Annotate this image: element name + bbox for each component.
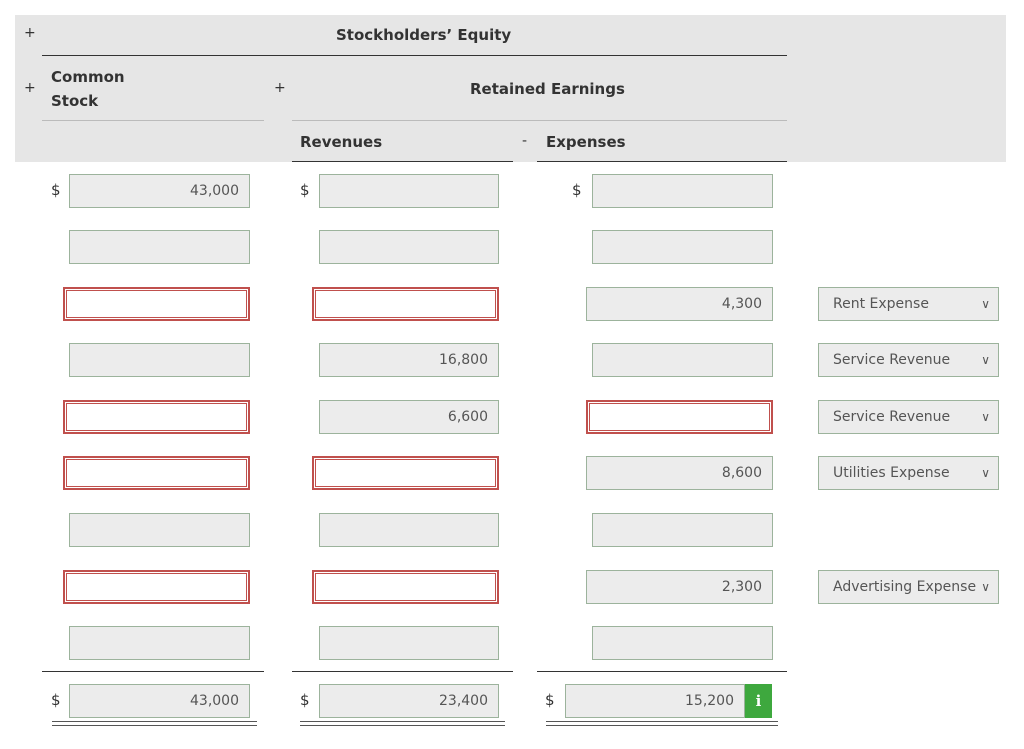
divider — [42, 120, 264, 121]
divider — [292, 161, 513, 162]
chevron-down-icon: ∨ — [981, 580, 990, 594]
divider — [292, 120, 787, 121]
divider — [42, 55, 787, 56]
dollar-sign: $ — [51, 181, 61, 199]
revenues-total: 23,400 — [319, 684, 499, 718]
expenses-field[interactable] — [592, 626, 773, 660]
total-rule — [42, 671, 264, 672]
common-stock-field[interactable] — [69, 230, 250, 264]
dollar-sign: $ — [51, 691, 61, 709]
common-stock-heading-line2: Stock — [51, 92, 99, 110]
common-stock-field[interactable] — [69, 343, 250, 377]
expenses-field[interactable]: 8,600 — [586, 456, 773, 490]
dollar-sign: $ — [545, 691, 555, 709]
chevron-down-icon: ∨ — [981, 466, 990, 480]
expenses-field[interactable]: 2,300 — [586, 570, 773, 604]
plus-sign: + — [24, 25, 36, 41]
revenues-field[interactable]: 6,600 — [319, 400, 499, 434]
dollar-sign: $ — [300, 691, 310, 709]
revenues-field[interactable] — [319, 174, 499, 208]
chevron-down-icon: ∨ — [981, 297, 990, 311]
dollar-sign: $ — [572, 181, 582, 199]
revenues-field[interactable] — [312, 287, 499, 321]
retained-earnings-heading: Retained Earnings — [470, 80, 625, 98]
chevron-down-icon: ∨ — [981, 353, 990, 367]
total-rule — [537, 671, 787, 672]
account-select-value: Utilities Expense — [833, 465, 950, 481]
common-stock-field[interactable] — [63, 570, 250, 604]
revenues-field[interactable] — [319, 230, 499, 264]
plus-sign: + — [274, 80, 286, 96]
common-stock-field[interactable] — [63, 400, 250, 434]
account-select-value: Service Revenue — [833, 352, 951, 368]
double-underline — [300, 721, 505, 726]
revenues-field[interactable] — [312, 456, 499, 490]
account-select-value: Advertising Expense — [833, 579, 977, 595]
common-stock-field[interactable] — [63, 456, 250, 490]
account-select[interactable]: Rent Expense ∨ — [818, 287, 999, 321]
revenues-field[interactable]: 16,800 — [319, 343, 499, 377]
expenses-total: 15,200 — [565, 684, 745, 718]
total-rule — [292, 671, 513, 672]
account-select[interactable]: Utilities Expense ∨ — [818, 456, 999, 490]
common-stock-field[interactable] — [63, 287, 250, 321]
expenses-heading: Expenses — [546, 133, 626, 151]
expenses-field[interactable]: 4,300 — [586, 287, 773, 321]
account-select-value: Rent Expense — [833, 296, 929, 312]
double-underline — [52, 721, 257, 726]
account-select[interactable]: Service Revenue ∨ — [818, 343, 999, 377]
plus-sign: + — [24, 80, 36, 96]
header-band — [15, 15, 1006, 162]
account-select-value: Service Revenue — [833, 409, 951, 425]
revenues-field[interactable] — [312, 570, 499, 604]
expenses-field[interactable] — [592, 513, 773, 547]
common-stock-heading-line1: Common — [51, 68, 125, 86]
expenses-field[interactable] — [592, 230, 773, 264]
dollar-sign: $ — [300, 181, 310, 199]
divider — [537, 161, 787, 162]
account-select[interactable]: Advertising Expense ∨ — [818, 570, 999, 604]
chevron-down-icon: ∨ — [981, 410, 990, 424]
double-underline — [546, 721, 778, 726]
common-stock-field[interactable] — [69, 626, 250, 660]
common-stock-field[interactable] — [69, 513, 250, 547]
revenues-field[interactable] — [319, 626, 499, 660]
expenses-field[interactable] — [592, 174, 773, 208]
expenses-field[interactable] — [592, 343, 773, 377]
account-select[interactable]: Service Revenue ∨ — [818, 400, 999, 434]
minus-sign: - — [522, 133, 528, 149]
revenues-heading: Revenues — [300, 133, 383, 151]
common-stock-total: 43,000 — [69, 684, 250, 718]
expenses-field[interactable] — [586, 400, 773, 434]
common-stock-field[interactable]: 43,000 — [69, 174, 250, 208]
info-icon[interactable]: i — [745, 684, 772, 718]
stockholders-equity-heading: Stockholders’ Equity — [336, 26, 512, 44]
revenues-field[interactable] — [319, 513, 499, 547]
